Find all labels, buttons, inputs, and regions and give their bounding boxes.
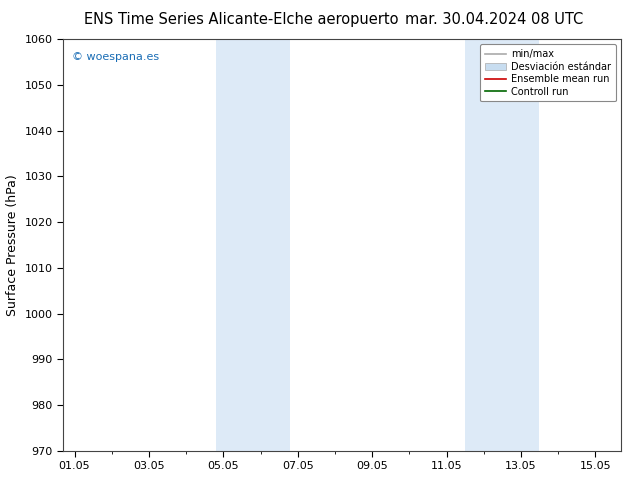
Legend: min/max, Desviación estándar, Ensemble mean run, Controll run: min/max, Desviación estándar, Ensemble m… [480,45,616,101]
Y-axis label: Surface Pressure (hPa): Surface Pressure (hPa) [6,174,19,316]
Text: mar. 30.04.2024 08 UTC: mar. 30.04.2024 08 UTC [405,12,584,27]
Bar [216,39,290,451]
Text: ENS Time Series Alicante-Elche aeropuerto: ENS Time Series Alicante-Elche aeropuert… [84,12,398,27]
Bar [465,39,540,451]
Text: © woespana.es: © woespana.es [72,51,159,62]
